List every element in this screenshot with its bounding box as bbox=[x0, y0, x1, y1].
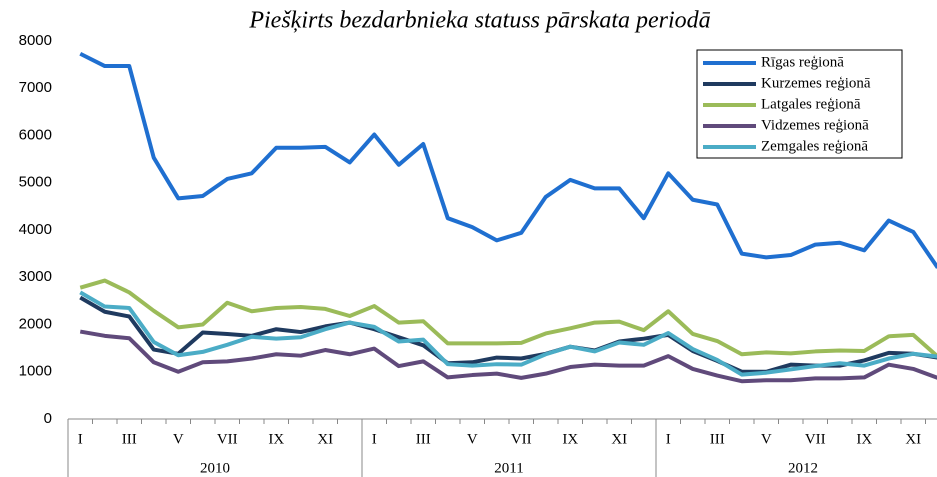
x-tick-label: IX bbox=[268, 431, 284, 447]
legend-label: Kurzemes reģionā bbox=[761, 75, 871, 91]
x-tick-label: IX bbox=[856, 431, 872, 447]
x-group-label: 2011 bbox=[494, 460, 523, 476]
x-tick-label: XI bbox=[905, 431, 921, 447]
series-line bbox=[79, 278, 937, 359]
x-tick-label: I bbox=[78, 431, 83, 447]
x-tick-label: VII bbox=[217, 431, 238, 447]
series-line bbox=[79, 290, 937, 377]
legend-label: Rīgas reģionā bbox=[761, 54, 844, 70]
x-tick-label: IX bbox=[562, 431, 578, 447]
x-tick-label: XI bbox=[611, 431, 627, 447]
series-line bbox=[79, 329, 937, 384]
y-tick-label: 2000 bbox=[19, 315, 52, 332]
y-tick-label: 1000 bbox=[19, 363, 52, 380]
x-tick-label: III bbox=[710, 431, 725, 447]
x-tick-label: VII bbox=[511, 431, 532, 447]
y-tick-label: 4000 bbox=[19, 221, 52, 238]
x-tick-label: XI bbox=[317, 431, 333, 447]
x-tick-label: III bbox=[122, 431, 137, 447]
y-tick-label: 7000 bbox=[19, 79, 52, 96]
y-tick-label: 0 bbox=[44, 410, 52, 427]
legend-label: Latgales reģionā bbox=[761, 96, 861, 112]
x-tick-label: V bbox=[173, 431, 184, 447]
x-tick-label: I bbox=[372, 431, 377, 447]
y-tick-label: 6000 bbox=[19, 126, 52, 143]
y-tick-label: 5000 bbox=[19, 174, 52, 191]
x-tick-label: VII bbox=[805, 431, 826, 447]
x-group-label: 2010 bbox=[200, 460, 230, 476]
x-tick-label: I bbox=[666, 431, 671, 447]
x-tick-label: V bbox=[467, 431, 478, 447]
x-group-label: 2012 bbox=[788, 460, 818, 476]
y-tick-label: 8000 bbox=[19, 32, 52, 49]
series-line bbox=[79, 295, 937, 374]
legend-label: Vidzemes reģionā bbox=[761, 117, 869, 133]
x-tick-label: V bbox=[761, 431, 772, 447]
y-tick-label: 3000 bbox=[19, 268, 52, 285]
series-line bbox=[79, 51, 937, 269]
x-tick-label: III bbox=[416, 431, 431, 447]
chart-title: Piešķirts bezdarbnieka statuss pārskata … bbox=[248, 8, 710, 34]
legend-label: Zemgales reģionā bbox=[761, 138, 868, 154]
